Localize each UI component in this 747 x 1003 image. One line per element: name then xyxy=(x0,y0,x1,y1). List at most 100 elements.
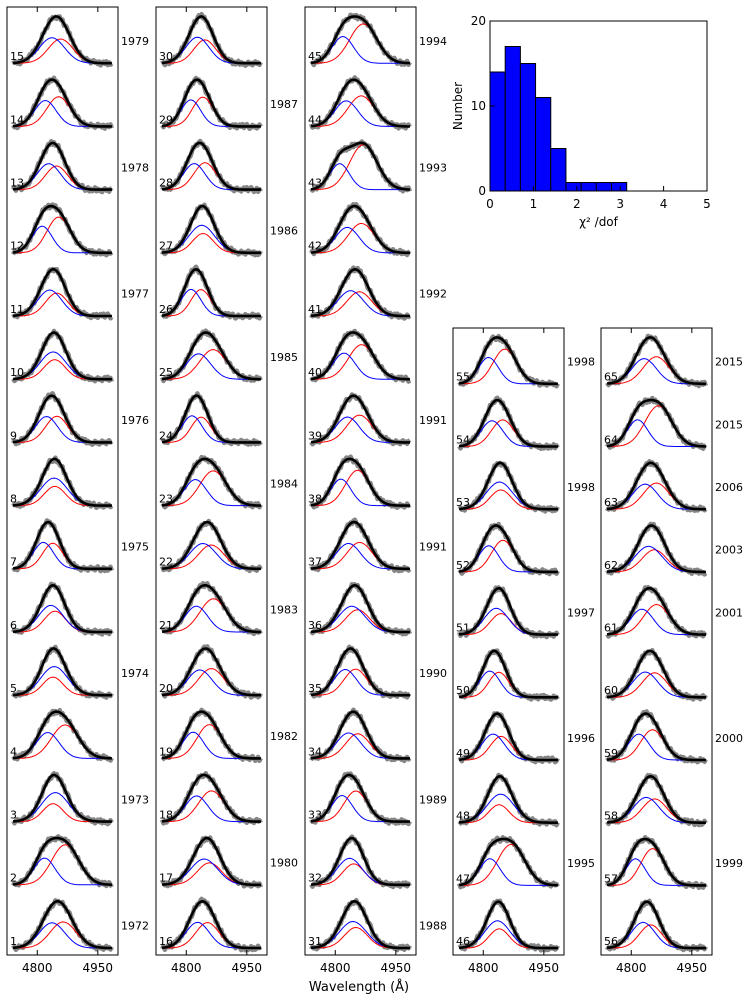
column-frame-3 xyxy=(304,6,417,956)
total-fit-9 xyxy=(13,394,112,444)
panel-number-5: 5 xyxy=(10,682,17,695)
profile-panel-44: 44 xyxy=(308,75,412,131)
x-tick-label-4950: 4950 xyxy=(232,961,263,975)
hist-x-axis-label: χ² /dof xyxy=(579,215,619,229)
profile-panel-36: 36 xyxy=(308,581,413,637)
total-fit-38 xyxy=(310,457,410,507)
panel-year-43: 1993 xyxy=(419,161,447,174)
panel-year-63: 2006 xyxy=(715,481,743,494)
panel-number-45: 45 xyxy=(308,50,322,63)
profile-panel-61: 61 2001 xyxy=(604,584,743,639)
profile-panel-24: 24 xyxy=(159,391,263,447)
panel-number-29: 29 xyxy=(159,113,173,126)
profile-panel-58: 58 xyxy=(604,772,708,828)
panel-number-13: 13 xyxy=(10,176,24,189)
profile-panel-22: 22 xyxy=(159,518,263,574)
profile-panel-40: 40 xyxy=(308,328,412,384)
histogram-bar-2 xyxy=(504,46,521,192)
panel-year-55: 1998 xyxy=(567,356,595,369)
total-fit-35 xyxy=(310,647,410,697)
total-fit-43 xyxy=(310,141,410,191)
profile-panel-3: 3 1973 xyxy=(10,771,149,827)
profile-panel-54: 54 xyxy=(456,395,560,452)
data-profile-24 xyxy=(160,391,263,447)
profile-panel-45: 45 1994 xyxy=(308,12,447,68)
panel-number-61: 61 xyxy=(604,621,618,634)
panel-number-55: 55 xyxy=(456,371,470,384)
hist-x-tick-label-2: 2 xyxy=(573,197,581,211)
data-profile-55 xyxy=(457,333,560,389)
profile-panel-28: 28 xyxy=(159,138,263,195)
panel-number-8: 8 xyxy=(10,492,17,505)
profile-panel-18: 18 xyxy=(159,771,263,826)
x-tick-label-4950: 4950 xyxy=(83,961,114,975)
x-tick-label-4950: 4950 xyxy=(677,961,708,975)
profile-panel-5: 5 1974 xyxy=(10,644,149,700)
histogram-bar-3 xyxy=(519,63,537,192)
panel-year-37: 1991 xyxy=(419,541,447,554)
histogram-bar-4 xyxy=(535,97,552,192)
panel-number-6: 6 xyxy=(10,619,17,632)
total-fit-42 xyxy=(311,204,410,255)
panel-number-41: 41 xyxy=(308,303,322,316)
histogram-bar-9 xyxy=(611,182,628,192)
total-fit-20 xyxy=(162,647,261,697)
panel-number-34: 34 xyxy=(308,745,322,758)
panel-number-58: 58 xyxy=(604,810,618,823)
panel-number-43: 43 xyxy=(308,176,322,189)
panel-year-59: 2000 xyxy=(715,732,743,745)
data-profile-49 xyxy=(457,711,560,765)
total-fit-24 xyxy=(161,394,261,444)
data-profile-43 xyxy=(309,139,413,194)
panel-year-15: 1979 xyxy=(121,35,149,48)
red-component-54 xyxy=(459,419,558,447)
panel-year-35: 1990 xyxy=(419,667,447,680)
panel-year-45: 1994 xyxy=(419,35,447,48)
total-fit-1 xyxy=(13,900,112,950)
panel-number-11: 11 xyxy=(10,303,24,316)
panel-year-41: 1992 xyxy=(419,288,447,301)
x-tick-label-4800: 4800 xyxy=(320,961,351,975)
panel-number-3: 3 xyxy=(10,808,17,821)
total-fit-44 xyxy=(310,78,410,128)
profile-panel-1: 1 1972 xyxy=(10,898,149,953)
histogram: 0 1 2 3 4 5 0 10 20 χ² /dof Number xyxy=(451,14,711,229)
hist-x-tick-label-1: 1 xyxy=(530,197,538,211)
total-fit-64 xyxy=(607,398,706,448)
profile-column-4: 55 1998 54 53 1998 52 51 1997 50 49 1996 48 47 1995 46… xyxy=(452,327,595,975)
panel-year-5: 1974 xyxy=(121,667,149,680)
profile-panel-9: 9 1976 xyxy=(10,391,149,447)
profile-panel-15: 15 1979 xyxy=(10,14,149,68)
panel-number-46: 46 xyxy=(456,935,470,948)
total-fit-32 xyxy=(311,836,410,887)
panel-number-50: 50 xyxy=(456,684,470,697)
total-fit-41 xyxy=(311,267,410,318)
profile-panel-56: 56 xyxy=(604,898,708,953)
data-profile-14 xyxy=(11,75,115,131)
profile-panel-23: 23 1984 xyxy=(159,454,298,510)
panel-number-30: 30 xyxy=(159,50,173,63)
x-tick-label-4950: 4950 xyxy=(381,961,412,975)
panel-number-23: 23 xyxy=(159,492,173,505)
total-fit-17 xyxy=(162,836,261,887)
profile-panel-29: 29 1987 xyxy=(159,75,298,132)
panel-number-64: 64 xyxy=(604,433,618,446)
histogram-bar-8 xyxy=(595,182,613,192)
panel-number-48: 48 xyxy=(456,810,470,823)
panel-number-22: 22 xyxy=(159,556,173,569)
profile-panel-21: 21 1983 xyxy=(159,581,298,637)
profile-panel-51: 51 1997 xyxy=(456,585,595,640)
panel-year-13: 1978 xyxy=(121,161,149,174)
total-fit-59 xyxy=(606,712,706,762)
total-fit-39 xyxy=(311,394,410,444)
panel-year-49: 1996 xyxy=(567,732,595,745)
profile-panel-13: 13 1978 xyxy=(10,138,149,195)
panel-year-7: 1975 xyxy=(121,541,149,554)
total-fit-50 xyxy=(458,649,558,699)
panel-number-38: 38 xyxy=(308,492,322,505)
panel-number-12: 12 xyxy=(10,240,24,253)
panel-year-61: 2001 xyxy=(715,606,743,619)
total-fit-7 xyxy=(12,520,112,571)
panel-number-57: 57 xyxy=(604,872,618,885)
panel-year-17: 1980 xyxy=(270,857,298,870)
